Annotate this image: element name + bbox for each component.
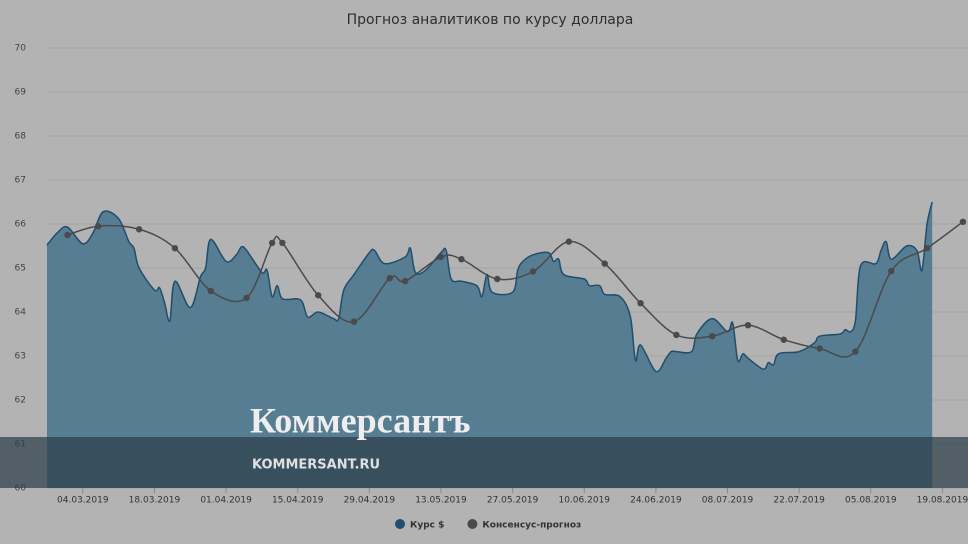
y-tick-label: 66 — [15, 220, 27, 230]
point — [458, 256, 465, 263]
point — [959, 218, 967, 225]
point — [923, 245, 931, 252]
watermark-site: KOMMERSANT.RU — [252, 458, 380, 473]
point — [171, 245, 179, 252]
x-tick-label: 05.08.2019 — [845, 496, 897, 506]
point — [780, 336, 787, 343]
legend-marker — [467, 519, 478, 529]
legend-label: Консенсус-прогноз — [482, 521, 581, 531]
y-tick-label: 60 — [15, 484, 27, 494]
point — [350, 318, 358, 325]
point — [401, 278, 409, 285]
x-tick-label: 22.07.2019 — [773, 496, 825, 506]
point — [386, 274, 394, 282]
y-tick-label: 65 — [15, 264, 26, 274]
x-tick-label: 01.04.2019 — [200, 496, 252, 506]
point — [637, 300, 644, 307]
point — [494, 275, 501, 283]
area — [47, 202, 933, 488]
legend-label: Курс $ — [410, 521, 444, 531]
x-tick-label: 19.08.2019 — [917, 496, 968, 506]
point — [94, 223, 102, 230]
x-tick-label: 08.07.2019 — [702, 496, 754, 506]
point — [207, 287, 214, 295]
x-tick-label: 24.06.2019 — [630, 496, 682, 506]
x-tick-label: 10.06.2019 — [558, 496, 610, 506]
point — [64, 231, 71, 239]
point — [852, 348, 859, 355]
x-tick-label: 15.04.2019 — [272, 496, 324, 506]
x-tick-label: 13.05.2019 — [415, 496, 467, 506]
point — [565, 238, 573, 245]
point — [268, 239, 276, 247]
y-tick-label: 70 — [15, 44, 27, 54]
line — [67, 221, 964, 358]
y-tick-label: 67 — [15, 176, 26, 186]
point — [673, 331, 680, 339]
y-tick-label: 64 — [15, 308, 27, 318]
y-tick-label: 63 — [15, 352, 26, 362]
y-tick-label: 68 — [15, 132, 27, 142]
point — [529, 268, 537, 275]
y-tick-label: 62 — [15, 396, 26, 406]
x-tick-label: 18.03.2019 — [129, 496, 181, 506]
x-tick-label: 29.04.2019 — [344, 496, 396, 506]
y-tick-label: 69 — [15, 88, 27, 98]
point — [816, 345, 823, 352]
point — [243, 294, 250, 302]
point — [314, 292, 322, 299]
point — [708, 333, 716, 340]
legend-marker — [395, 519, 405, 529]
x-tick-label: 04.03.2019 — [57, 496, 109, 506]
watermark-band — [0, 437, 968, 488]
x-tick-label: 27.05.2019 — [487, 496, 539, 506]
area-line — [46, 201, 933, 373]
point — [601, 260, 608, 267]
point — [888, 267, 895, 275]
point — [135, 226, 143, 233]
chart-title: Прогноз аналитиков по курсу доллара — [347, 12, 634, 28]
point — [744, 322, 752, 329]
point — [437, 253, 445, 261]
point — [279, 239, 286, 247]
watermark-brand: Коммерсантъ — [250, 400, 471, 440]
